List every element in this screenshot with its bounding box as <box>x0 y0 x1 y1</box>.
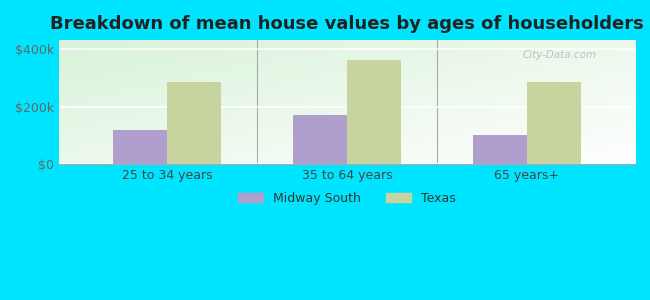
Bar <box>527 82 581 164</box>
Bar <box>473 135 527 164</box>
Title: Breakdown of mean house values by ages of householders: Breakdown of mean house values by ages o… <box>50 15 644 33</box>
Bar <box>113 130 167 164</box>
Bar <box>167 82 221 164</box>
Legend: Midway South, Texas: Midway South, Texas <box>233 187 461 210</box>
Bar <box>293 115 347 164</box>
Bar <box>347 60 401 164</box>
Text: City-Data.com: City-Data.com <box>523 50 597 60</box>
